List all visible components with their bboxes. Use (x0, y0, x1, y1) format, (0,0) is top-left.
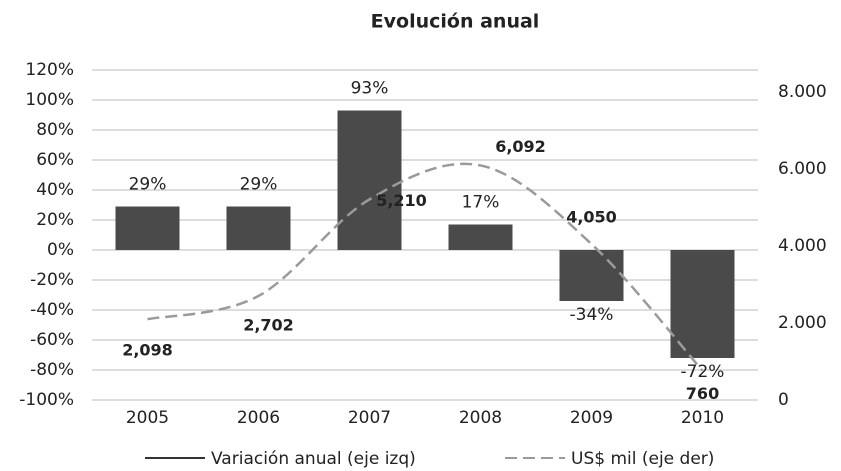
y-tick-label: -20% (30, 270, 74, 290)
bar (559, 250, 624, 301)
bar (115, 206, 180, 250)
bar (226, 206, 291, 250)
bar-label: -34% (570, 305, 614, 325)
x-tick-label: 2009 (570, 408, 613, 428)
bar (670, 250, 735, 358)
y2-tick-label: 2.000 (778, 313, 827, 333)
x-tick-label: 2010 (681, 408, 724, 428)
y2-tick-label: 0 (778, 390, 789, 410)
chart-title: Evolución anual (371, 11, 540, 33)
x-tick-label: 2007 (348, 408, 391, 428)
y-tick-label: 80% (36, 120, 74, 140)
x-tick-label: 2008 (459, 408, 502, 428)
y-tick-label: 60% (36, 150, 74, 170)
line-label: 2,702 (243, 315, 294, 334)
y2-tick-label: 6.000 (778, 159, 827, 179)
y-tick-label: 40% (36, 180, 74, 200)
line (147, 162, 704, 372)
bar (337, 110, 402, 250)
line-label: 2,098 (122, 341, 173, 360)
legend-label: Variación anual (eje izq) (211, 449, 416, 469)
y-tick-label: -40% (30, 300, 74, 320)
x-tick-label: 2006 (237, 408, 280, 428)
bar (448, 224, 513, 250)
y2-tick-label: 4.000 (778, 236, 827, 256)
line-label: 760 (686, 384, 719, 403)
y-tick-label: -100% (19, 390, 74, 410)
bar-label: 29% (240, 175, 278, 195)
bar-label: -72% (681, 362, 725, 382)
line-label: 4,050 (566, 208, 617, 227)
y-tick-label: 20% (36, 210, 74, 230)
y-tick-label: 120% (25, 60, 74, 80)
legend-label: US$ mil (eje der) (571, 449, 714, 469)
y-tick-label: -60% (30, 330, 74, 350)
x-tick-label: 2005 (126, 408, 169, 428)
y-tick-label: 100% (25, 90, 74, 110)
line-label: 6,092 (495, 137, 546, 156)
line-label: 5,210 (376, 191, 427, 210)
bar-label: 17% (462, 193, 500, 213)
y-tick-label: 0% (47, 240, 74, 260)
y2-tick-label: 8.000 (778, 82, 827, 102)
bar-label: 93% (351, 79, 389, 99)
y-tick-label: -80% (30, 360, 74, 380)
bar-label: 29% (129, 175, 167, 195)
